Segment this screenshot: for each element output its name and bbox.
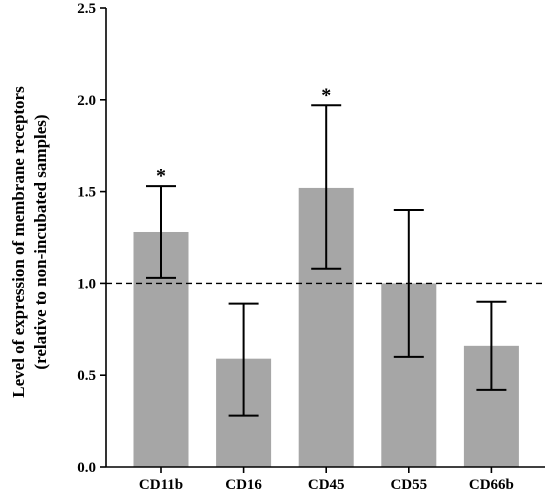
y-ticks-group: 0.0 0.5 1.0 1.5 2.0 2.5 bbox=[77, 1, 106, 476]
y-axis-title-line1: Level of expression of membrane receptor… bbox=[9, 86, 28, 398]
error-bar-cd16 bbox=[228, 302, 259, 417]
y-tick-label: 2.0 bbox=[77, 93, 96, 109]
y-tick-label: 0.5 bbox=[77, 368, 96, 384]
x-tick-label: CD16 bbox=[225, 477, 262, 493]
x-tick-label: CD55 bbox=[390, 477, 427, 493]
y-tick-label: 1.0 bbox=[77, 276, 96, 292]
y-axis-title: Level of expression of membrane receptor… bbox=[9, 86, 50, 398]
error-bar-cd55 bbox=[393, 208, 424, 358]
y-tick-label: 2.5 bbox=[77, 1, 96, 17]
x-tick-label: CD11b bbox=[139, 477, 183, 493]
error-bars-group bbox=[146, 104, 507, 417]
x-ticks-group: CD11b CD16 CD45 CD55 CD66b bbox=[139, 467, 514, 493]
error-bar-cd66b bbox=[476, 300, 507, 391]
significance-marker: * bbox=[156, 165, 166, 187]
x-tick-label: CD66b bbox=[469, 477, 514, 493]
y-tick-label: 1.5 bbox=[77, 185, 96, 201]
significance-markers-group: ** bbox=[156, 84, 331, 187]
x-tick-label: CD45 bbox=[308, 477, 345, 493]
error-bar-cd11b bbox=[146, 185, 176, 279]
error-bar-cd45 bbox=[311, 104, 342, 270]
significance-marker: * bbox=[321, 84, 331, 106]
y-axis-title-line2: (relative to non-incubated samples) bbox=[31, 114, 50, 369]
y-tick-label: 0.0 bbox=[77, 460, 96, 476]
